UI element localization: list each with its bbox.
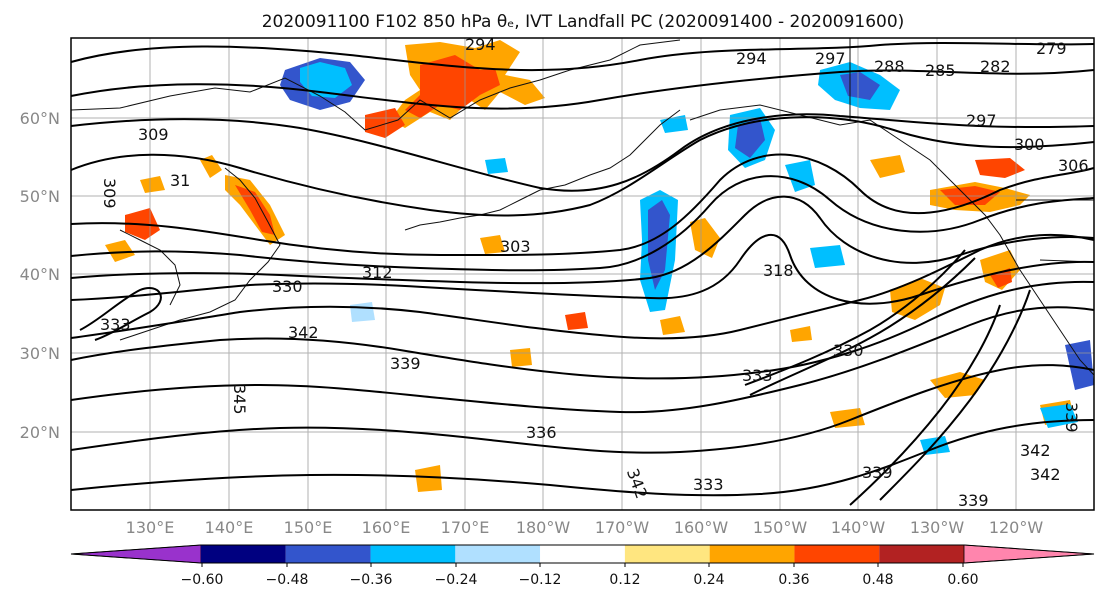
contour-label: 306 [1058,156,1089,175]
colorbar-segment [285,545,371,563]
contour-label: 318 [763,261,794,280]
contour-label: 333 [693,475,724,494]
contour-label: 294 [736,49,767,68]
contour-label: 300 [1014,135,1045,154]
contour-label: 339 [1062,402,1081,433]
contour-label: 31 [170,171,190,190]
lon-label: 120°W [989,518,1044,537]
lon-label: 170°E [441,518,490,537]
colorbar-segment [540,545,625,563]
contour-label: 339 [958,491,989,510]
lon-label: 170°W [595,518,650,537]
contour-label: 333 [100,315,131,334]
contour-label: 345 [230,384,249,415]
contour-label: 285 [925,61,956,80]
colorbar-tick-labels: −0.60 −0.48 −0.36 −0.24 −0.12 0.12 0.24 … [181,572,979,588]
colorbar-segment [879,545,964,563]
map-frame [70,37,1095,511]
contour-label: 309 [100,178,119,209]
negative-anomaly-shading [280,58,1094,455]
contour-label: 339 [862,463,893,482]
colorbar-segments [70,544,1095,564]
colorbar-tick-label: −0.48 [266,572,309,588]
colorbar-tick-label: 0.24 [693,572,724,588]
figure-title: 2020091100 F102 850 hPa θₑ, IVT Landfall… [262,12,905,32]
contour-label: 297 [966,111,997,130]
colorbar-segment [709,545,795,563]
colorbar-tick-label: −0.12 [519,572,562,588]
contour-label: 342 [1020,441,1051,460]
colorbar-tick-label: −0.36 [350,572,393,588]
latitude-labels: 60°N 50°N 40°N 30°N 20°N [20,109,60,442]
contour-label: 282 [980,57,1011,76]
colorbar-extend-min [70,544,202,564]
lon-label: 150°E [284,518,333,537]
contour-label: 333 [742,366,773,385]
lon-label: 150°W [753,518,808,537]
contour-labels: 294 294 297 288 285 282 279 297 300 306 … [100,35,1089,510]
colorbar-extend-max [963,544,1095,564]
contour-label: 279 [1036,39,1067,58]
lon-label: 160°W [674,518,729,537]
contour-label: 303 [500,237,531,256]
colorbar-tick-label: −0.24 [435,572,478,588]
contour-label: 342 [1030,465,1061,484]
lon-label: 140°E [205,518,254,537]
lat-label: 50°N [20,187,60,206]
colorbar-tick-label: 0.12 [609,572,640,588]
colorbar-tick-label: 0.48 [862,572,893,588]
colorbar-segment [455,545,541,563]
lon-label: 140°W [831,518,886,537]
contour-label: 297 [815,49,846,68]
colorbar-tick-label: 0.36 [778,572,809,588]
contour-label: 339 [390,354,421,373]
colorbar-tick-label: −0.60 [181,572,224,588]
lon-label: 160°E [362,518,411,537]
lat-label: 60°N [20,109,60,128]
contour-label: 342 [288,323,319,342]
lat-label: 20°N [20,423,60,442]
lat-label: 30°N [20,344,60,363]
contour-label: 288 [874,57,905,76]
contour-label: 330 [272,277,303,296]
lat-label: 40°N [20,265,60,284]
contour-label: 309 [138,125,169,144]
colorbar-outline [70,544,1095,564]
colorbar-tick-label: 0.60 [947,572,978,588]
lon-label: 130°W [910,518,965,537]
theta-e-contours [70,41,1095,506]
contour-label: 336 [526,423,557,442]
longitude-labels: 130°E 140°E 150°E 160°E 170°E 180°W 170°… [126,518,1044,537]
lon-label: 180°W [516,518,571,537]
contour-label: 294 [465,35,496,54]
contour-label: 330 [833,341,864,360]
map-panel: 294 294 297 288 285 282 279 297 300 306 … [70,35,1095,511]
colorbar: −0.60 −0.48 −0.36 −0.24 −0.12 0.12 0.24 … [70,544,1095,588]
colorbar-segment [624,545,710,563]
colorbar-segment [794,545,880,563]
colorbar-segment [201,545,286,563]
colorbar-ticks [201,563,964,567]
coastlines [70,38,1095,376]
lon-label: 130°E [126,518,175,537]
colorbar-segment [370,545,456,563]
contour-label: 312 [362,263,393,282]
graticule [71,38,1094,510]
positive-anomaly-shading [105,40,1075,492]
